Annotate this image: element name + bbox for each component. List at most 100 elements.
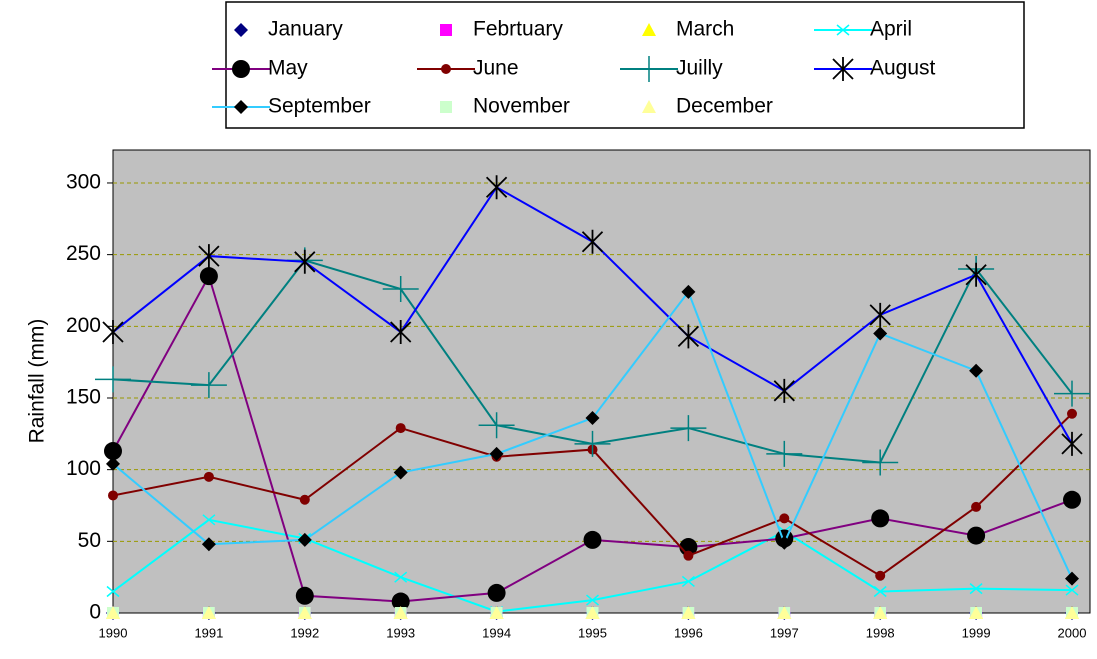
y-tick-label: 300	[66, 171, 101, 194]
legend-label: August	[870, 57, 936, 80]
data-point	[106, 456, 120, 471]
data-point	[393, 606, 408, 619]
x-tick-label: 2000	[1058, 625, 1087, 640]
legend-label: May	[268, 57, 308, 80]
data-point	[1054, 380, 1090, 407]
data-point	[586, 594, 599, 606]
data-point	[198, 244, 220, 269]
data-point	[489, 606, 504, 619]
data-point	[106, 585, 120, 598]
legend-label: June	[473, 57, 519, 80]
legend-item: June	[417, 57, 519, 80]
plot-area	[112, 149, 1091, 614]
data-point	[677, 324, 700, 349]
y-tick-label: 200	[66, 314, 101, 337]
data-point	[969, 583, 983, 595]
data-point	[871, 509, 890, 528]
data-point	[766, 440, 803, 467]
legend-marker	[631, 56, 667, 82]
data-point	[382, 276, 419, 303]
legend-label: September	[268, 95, 371, 118]
data-point	[967, 526, 986, 545]
data-point	[773, 378, 795, 403]
data-point	[299, 494, 310, 505]
data-point	[875, 570, 886, 581]
data-point	[965, 262, 987, 287]
data-point	[873, 606, 888, 619]
data-point	[106, 606, 120, 619]
legend-label: Febrtuary	[473, 18, 563, 41]
legend-marker	[234, 100, 248, 114]
y-tick-label: 0	[89, 601, 101, 624]
y-axis-label: Rainfall (mm)	[26, 319, 49, 444]
legend-label: Juilly	[676, 57, 723, 80]
data-point	[581, 229, 604, 254]
data-point	[969, 606, 984, 619]
data-point	[574, 430, 611, 457]
data-point	[1065, 584, 1079, 596]
data-point	[869, 302, 891, 327]
data-point	[681, 575, 695, 588]
data-point	[201, 537, 216, 552]
data-point	[1065, 606, 1079, 619]
data-point	[777, 606, 792, 619]
data-point	[390, 320, 412, 345]
data-point	[681, 606, 696, 619]
legend-marker	[642, 100, 656, 113]
legend-item: September	[212, 95, 371, 118]
data-point	[294, 249, 316, 274]
legend-marker	[832, 57, 854, 81]
data-point	[202, 514, 216, 526]
data-point	[681, 284, 696, 299]
data-point	[395, 423, 406, 434]
data-point	[297, 532, 312, 547]
data-point	[969, 363, 984, 378]
data-point	[873, 326, 888, 341]
data-point	[394, 571, 408, 583]
data-point	[862, 449, 899, 476]
y-tick-label: 250	[66, 242, 101, 265]
y-tick-label: 100	[66, 457, 101, 480]
data-point	[489, 446, 504, 461]
legend-marker	[836, 24, 850, 36]
data-point	[104, 442, 122, 461]
x-tick-label: 1994	[482, 625, 511, 640]
legend-item: January	[234, 18, 343, 41]
data-point	[203, 471, 214, 482]
x-tick-label: 1993	[386, 625, 415, 640]
x-tick-label: 1999	[962, 625, 991, 640]
data-point	[393, 465, 408, 480]
data-point	[779, 513, 790, 524]
legend-item: August	[814, 57, 936, 81]
data-point	[1065, 571, 1079, 586]
legend-item: Juilly	[620, 56, 723, 82]
x-tick-label: 1992	[290, 625, 319, 640]
legend-label: April	[870, 18, 912, 41]
legend-label: December	[676, 95, 773, 118]
legend-item: December	[642, 95, 773, 118]
data-point	[670, 415, 707, 442]
data-point	[102, 320, 124, 345]
legend-marker	[642, 23, 656, 36]
data-point	[485, 175, 508, 200]
data-point	[391, 592, 410, 611]
x-tick-label: 1995	[578, 625, 607, 640]
legend-marker	[440, 24, 452, 36]
legend-box	[225, 1, 1025, 129]
data-point	[971, 501, 982, 512]
data-point	[295, 586, 314, 605]
legend-item: April	[814, 18, 912, 41]
legend-item: May	[212, 57, 308, 80]
data-point	[297, 606, 312, 619]
data-point	[1063, 490, 1081, 509]
legend-label: November	[473, 95, 570, 118]
legend-marker	[234, 23, 248, 37]
x-tick-label: 1991	[194, 625, 223, 640]
legend-label: March	[676, 18, 734, 41]
data-point	[199, 267, 218, 286]
x-tick-label: 1990	[99, 625, 128, 640]
data-point	[1067, 408, 1077, 419]
data-point	[478, 412, 515, 439]
data-point	[201, 606, 216, 619]
